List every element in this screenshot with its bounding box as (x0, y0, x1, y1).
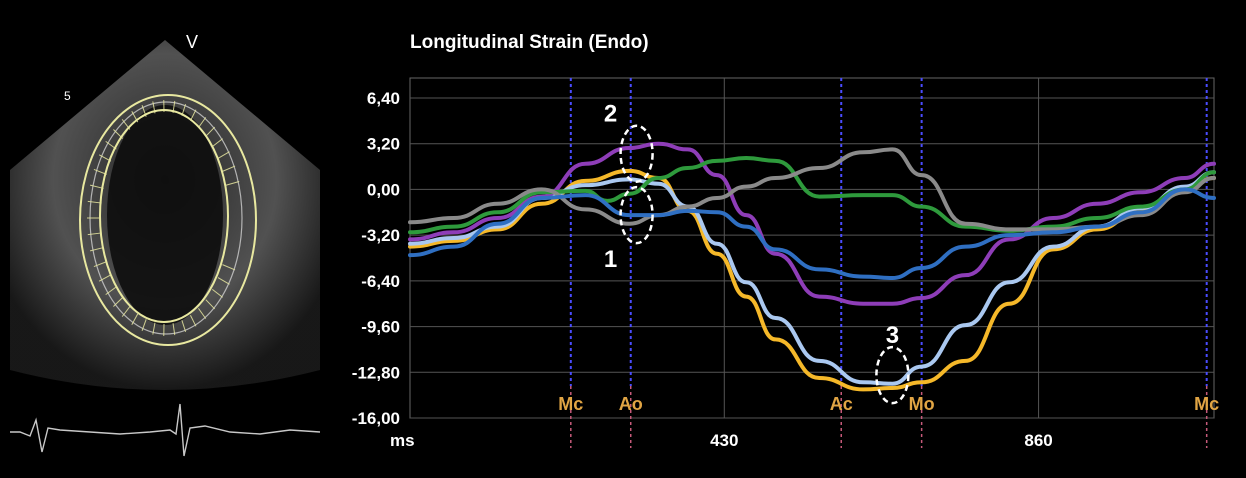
hatch-mark (212, 138, 223, 148)
depth-label: 5 (64, 89, 71, 103)
event-label: Ac (830, 394, 853, 414)
hatch-mark (152, 322, 156, 335)
event-label: Mc (1194, 394, 1219, 414)
hatch-mark (87, 200, 102, 204)
grid (410, 78, 1214, 419)
hatch-mark (113, 297, 124, 307)
y-tick-label: 3,20 (367, 135, 400, 154)
hatch-mark (172, 323, 176, 336)
annotation-ellipse (875, 345, 910, 405)
y-tick-label: 6,40 (367, 89, 400, 108)
hatch-mark (98, 154, 112, 162)
hatch-mark (89, 247, 104, 252)
event-label: Mc (558, 394, 583, 414)
annotation-label: 3 (886, 322, 899, 349)
strain-curve-2 (408, 170, 1216, 386)
hatch-mark (113, 129, 124, 139)
strain-chart: Longitudinal Strain (Endo) Mc Ao Ac Mo Mc 2 1… (352, 32, 1219, 450)
hatch-mark (141, 319, 147, 331)
strain-curves (408, 141, 1216, 392)
strain-curve-4 (408, 156, 1216, 235)
contour-outer (79, 94, 257, 346)
annotations: 2 1 3 (604, 101, 910, 405)
y-tick-label: -12,80 (352, 363, 400, 382)
hatch-mark (152, 101, 156, 114)
apex-marker: V (186, 32, 198, 52)
hatch-mark (181, 320, 187, 332)
plot-area (409, 77, 1215, 419)
x-tick-label: 860 (1024, 431, 1052, 450)
annotation-ellipse (619, 185, 654, 245)
annotation-label: 2 (604, 101, 617, 128)
hatch-mark (222, 165, 236, 172)
hatch-mark (131, 313, 139, 326)
hatch-mark (105, 140, 117, 150)
hatch-mark (198, 117, 207, 128)
hatch-mark (93, 261, 107, 268)
hatch-mark (105, 286, 117, 296)
strain-curve-6 (408, 187, 1216, 280)
annotation-ellipse (619, 124, 654, 183)
echocardiogram-image: V 5 (10, 32, 321, 457)
strain-curve-3 (408, 141, 1216, 306)
y-tick-label: 0,00 (367, 180, 400, 199)
hatch-mark (189, 315, 197, 327)
y-tick-label: -16,00 (352, 409, 400, 428)
hatch-mark (141, 105, 147, 117)
hatch-mark (205, 126, 216, 137)
chart-title: Longitudinal Strain (Endo) (410, 32, 649, 53)
hatch-mark (121, 306, 131, 317)
hatch-mark (217, 277, 230, 285)
x-axis-label: ms (390, 431, 415, 450)
annotation-label: 1 (604, 246, 617, 273)
hatch-mark (93, 168, 107, 175)
x-tick-label: 430 (710, 431, 738, 450)
hatch-mark (89, 184, 104, 189)
hatch-mark (189, 109, 197, 121)
myocardial-hatch (87, 100, 240, 336)
event-label: Mo (909, 394, 935, 414)
y-tick-labels: 6,40 3,20 0,00 -3,20 -6,40 -9,60 -12,80 -16,00 (352, 89, 400, 428)
event-label: Ao (619, 394, 643, 414)
lv-cavity (107, 105, 223, 325)
hatch-mark (87, 232, 102, 236)
hatch-mark (217, 151, 230, 159)
y-tick-label: -6,40 (361, 272, 400, 291)
hatch-mark (181, 104, 187, 116)
hatch-mark (222, 264, 236, 271)
hatch-mark (131, 110, 139, 123)
y-tick-label: -3,20 (361, 226, 400, 245)
hatch-mark (172, 100, 176, 113)
hatch-mark (205, 299, 216, 310)
y-tick-label: -9,60 (361, 318, 400, 337)
hatch-mark (121, 119, 131, 130)
hatch-mark (225, 181, 240, 186)
hatch-mark (98, 274, 112, 282)
event-markers: Mc Ao Ac Mo Mc (558, 78, 1219, 448)
hatch-mark (212, 288, 223, 298)
x-tick-labels: 430 860 (710, 431, 1053, 450)
hatch-mark (198, 308, 207, 319)
ecg-trace (10, 403, 321, 457)
